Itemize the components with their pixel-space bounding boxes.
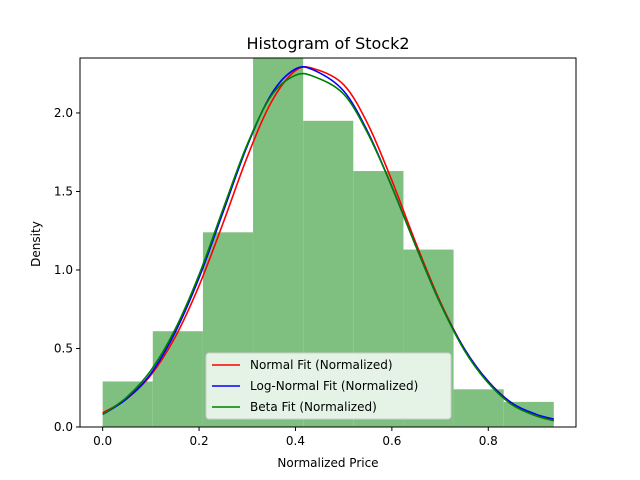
fit-curves [102, 65, 555, 422]
x-tick-label: 0.6 [382, 434, 401, 448]
y-tick-label: 0.5 [54, 341, 73, 355]
x-tick-label: 0.8 [479, 434, 498, 448]
plot-frame [79, 57, 577, 428]
y-tick-label: 1.0 [54, 263, 73, 277]
legend-entry-label: Log-Normal Fit (Normalized) [250, 379, 418, 393]
y-tick-label: 0.0 [54, 420, 73, 434]
x-axis-ticks: 0.0 0.2 0.4 0.6 0.8 [93, 427, 498, 448]
y-tick-label: 1.5 [54, 184, 73, 198]
legend-box [205, 352, 452, 420]
histogram-bar [453, 389, 504, 427]
histogram-bar [102, 381, 153, 427]
fit-curve-3 [102, 72, 555, 422]
x-tick-label: 0.4 [286, 434, 305, 448]
legend: Normal Fit (Normalized) Log-Normal Fit (N… [205, 352, 452, 420]
chart-title: Histogram of Stock2 [246, 34, 409, 53]
histogram-bar [503, 401, 554, 427]
y-axis-ticks: 0.0 0.5 1.0 1.5 2.0 [54, 106, 80, 434]
x-tick-label: 0.0 [93, 434, 112, 448]
histogram-bar [152, 331, 203, 427]
x-tick-label: 0.2 [190, 434, 209, 448]
x-axis-label: Normalized Price [277, 456, 378, 470]
legend-entry-label: Beta Fit (Normalized) [250, 400, 377, 414]
legend-entry-label: Normal Fit (Normalized) [250, 358, 393, 372]
fit-curve-2 [102, 65, 555, 420]
y-axis-label: Density [29, 221, 43, 267]
y-tick-label: 2.0 [54, 106, 73, 120]
